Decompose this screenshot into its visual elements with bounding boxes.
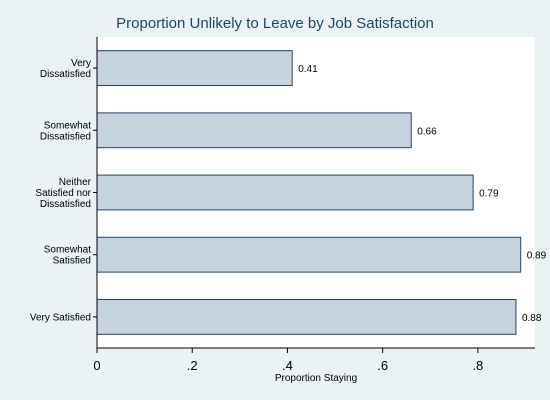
category-label-line: Very (71, 58, 91, 69)
x-tick-label-3: .6 (377, 358, 388, 373)
category-label-line: Very Satisfied (30, 312, 91, 323)
category-label-2: Neither Satisfied nor Dissatisfied (35, 177, 91, 210)
category-label-line: Dissatisfied (40, 69, 91, 80)
category-label-line: Satisfied nor (35, 188, 91, 199)
category-label-line: Somewhat (44, 120, 91, 131)
category-label-line: Satisfied (53, 256, 91, 267)
value-label-2: 0.79 (479, 189, 499, 200)
x-tick-label-4: .8 (472, 358, 483, 373)
category-label-line: Dissatisfied (40, 131, 91, 142)
bar-4 (96, 298, 517, 335)
value-label-3: 0.89 (527, 251, 547, 262)
x-tick-label-1: .2 (187, 358, 198, 373)
category-label-4: Very Satisfied (30, 312, 91, 323)
bar-1 (96, 112, 412, 149)
category-label-1: Somewhat Dissatisfied (40, 120, 91, 142)
x-axis-title: Proportion Staying (275, 373, 357, 384)
category-label-3: Somewhat Satisfied (44, 245, 91, 267)
x-ticks-layer: 0 .2 .4 .6 .8 (93, 348, 483, 373)
chart-title: Proportion Unlikely to Leave by Job Sati… (116, 15, 434, 32)
category-label-line: Somewhat (44, 245, 91, 256)
category-label-line: Neither (59, 177, 92, 188)
category-label-line: Dissatisfied (40, 199, 91, 210)
bar-0 (96, 50, 293, 87)
value-label-4: 0.88 (522, 313, 542, 324)
x-tick-label-2: .4 (282, 358, 293, 373)
bar-3 (96, 236, 522, 273)
x-tick-label-0: 0 (93, 358, 100, 373)
bars-layer (96, 50, 522, 335)
category-label-0: Very Dissatisfied (40, 58, 91, 80)
value-label-0: 0.41 (298, 64, 318, 75)
value-label-1: 0.66 (417, 126, 437, 137)
bar-2 (96, 174, 474, 211)
